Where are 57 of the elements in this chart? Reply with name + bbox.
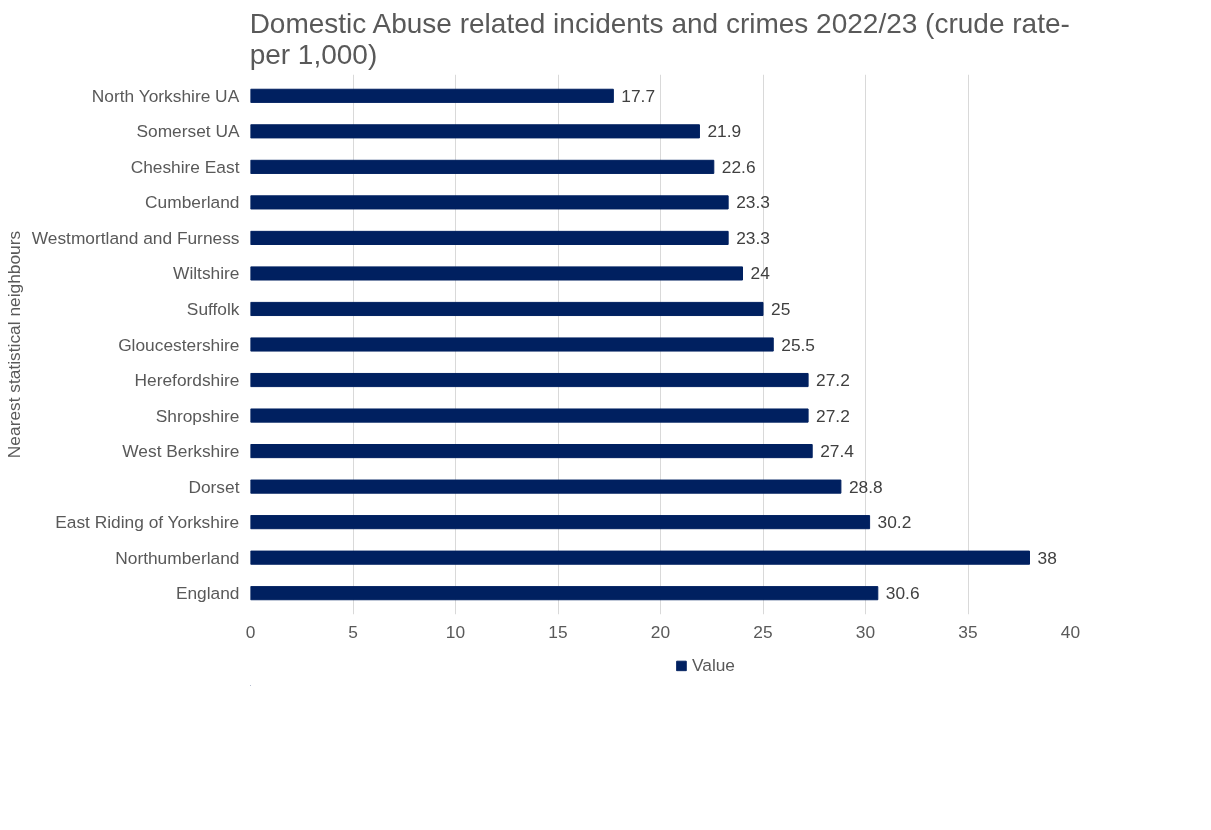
bar (250, 88, 614, 103)
chart-title: Domestic Abuse related incidents and crimes 2022/23 (crude rate- per 1,000) (249, 7, 1070, 70)
data-label: 23.3 (736, 192, 770, 213)
bar (250, 337, 774, 352)
bar (250, 408, 809, 423)
x-tick-label: 30 (855, 621, 876, 642)
bar (250, 266, 743, 281)
data-label: 21.9 (707, 121, 742, 142)
x-tick-label: 35 (958, 621, 978, 642)
y-tick-label: Cheshire East (130, 156, 240, 177)
data-label: 25 (771, 298, 791, 319)
data-label: 24 (750, 263, 771, 284)
bar (250, 550, 1030, 565)
y-tick-label: Northumberland (115, 547, 240, 568)
bar (250, 479, 842, 494)
bar (250, 372, 809, 388)
y-tick-label: Shropshire (155, 405, 240, 426)
data-label: 17.7 (621, 85, 656, 106)
legend-label: Value (691, 654, 736, 676)
bar (250, 301, 764, 317)
y-tick-label: Westmortland and Furness (31, 227, 240, 248)
data-label: 27.2 (816, 405, 850, 426)
data-label: 27.2 (816, 370, 850, 391)
y-tick-label: West Berkshire (122, 441, 240, 462)
bar (250, 195, 729, 210)
bar (250, 586, 879, 601)
x-tick-label: 10 (445, 621, 466, 642)
data-label: 27.4 (820, 441, 855, 462)
data-label: 23.3 (736, 227, 770, 248)
bar (250, 159, 715, 174)
y-tick-label: Dorset (188, 476, 240, 497)
x-tick-label: 25 (753, 621, 773, 642)
x-tick-label: 40 (1060, 621, 1081, 642)
y-tick-label: Gloucestershire (118, 334, 240, 355)
bar (250, 515, 871, 530)
bar (250, 124, 700, 139)
bar (250, 230, 729, 245)
y-tick-label: North Yorkshire UA (91, 85, 240, 106)
y-tick-label: Wiltshire (173, 263, 240, 284)
y-tick-label: East Riding of Yorkshire (55, 512, 240, 533)
x-tick-label: 15 (548, 621, 568, 642)
data-label: 22.6 (721, 156, 756, 177)
y-tick-label: Suffolk (186, 298, 240, 319)
data-label: 28.8 (848, 476, 883, 497)
x-tick-label: 20 (650, 621, 671, 642)
data-label: 25.5 (781, 334, 815, 355)
y-axis-title: Nearest statistical neighbours (3, 230, 24, 459)
bar (250, 444, 813, 459)
data-label: 30.6 (885, 583, 920, 604)
y-tick-label: Herefordshire (134, 370, 240, 391)
y-tick-label: England (175, 583, 240, 604)
x-tick-label: 5 (348, 621, 358, 642)
y-tick-label: Cumberland (145, 192, 240, 213)
y-tick-label: Somerset UA (136, 121, 240, 142)
data-label: 30.2 (877, 512, 912, 533)
x-tick-label: 0 (245, 621, 256, 642)
data-label: 38 (1037, 547, 1057, 568)
